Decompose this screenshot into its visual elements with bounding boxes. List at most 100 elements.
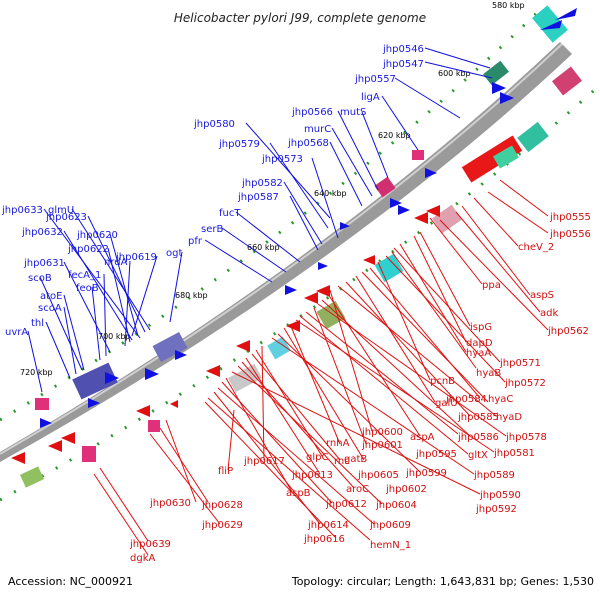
gene-label[interactable]: jhp0613: [291, 470, 333, 481]
gene-label[interactable]: jhp0555: [549, 212, 591, 223]
gene-label[interactable]: uvrA: [5, 327, 28, 338]
gene-label[interactable]: jhp0557: [354, 74, 396, 85]
gene-label[interactable]: thl: [31, 318, 44, 329]
gene-label[interactable]: rnc: [334, 456, 350, 467]
gene-label[interactable]: jhp0586: [457, 432, 499, 443]
gene-label[interactable]: jhp0589: [473, 470, 515, 481]
feature-block: [532, 5, 568, 43]
gene-label[interactable]: jhp0546: [382, 44, 424, 55]
gene-label[interactable]: jhp0566: [291, 107, 333, 118]
gene-label[interactable]: jhp0584: [445, 394, 487, 405]
gene-label[interactable]: hemN_1: [370, 540, 411, 551]
feature-block: [461, 135, 523, 183]
gene-label[interactable]: jhp0604: [375, 500, 417, 511]
gene-label[interactable]: jhp0622: [67, 244, 109, 255]
gene-label[interactable]: jhp0580: [193, 119, 235, 130]
gene-label[interactable]: hyaD: [496, 412, 522, 423]
feature-block: [412, 150, 424, 160]
gene-label[interactable]: aroC: [346, 484, 369, 495]
gene-label[interactable]: hyaA: [466, 348, 491, 359]
gene-label[interactable]: jhp0581: [493, 448, 535, 459]
gene-label[interactable]: mutS: [340, 107, 366, 118]
gene-label[interactable]: jhp0629: [201, 520, 243, 531]
gene-label[interactable]: jhp0582: [241, 178, 283, 189]
gene-label[interactable]: scoB: [28, 273, 52, 284]
gene-label[interactable]: jhp0619: [115, 252, 157, 263]
gene-label[interactable]: scoA: [38, 303, 62, 314]
scale-640: 640 kbp: [314, 189, 347, 198]
gene-label[interactable]: fliP: [218, 466, 233, 477]
gene-label[interactable]: adk: [540, 308, 558, 319]
gene-label[interactable]: jhp0573: [261, 154, 303, 165]
feature-block: [19, 466, 45, 488]
scale-580: 580 kbp: [492, 1, 525, 10]
gene-label[interactable]: serB: [201, 224, 223, 235]
gene-label[interactable]: galU: [435, 398, 458, 409]
gene-label[interactable]: jhp0587: [237, 192, 279, 203]
gene-label[interactable]: jhp0600: [361, 427, 403, 438]
gene-label[interactable]: jhp0639: [129, 539, 171, 550]
gene-label[interactable]: cheV_2: [518, 242, 554, 253]
gene-label[interactable]: aspB: [286, 488, 311, 499]
gene-label[interactable]: jhp0602: [385, 484, 427, 495]
gene-label[interactable]: jhp0595: [415, 449, 457, 460]
gene-label[interactable]: gltX: [468, 450, 488, 461]
map-title: Helicobacter pylori J99, complete genome: [174, 11, 426, 25]
gene-label[interactable]: pfr: [188, 236, 203, 247]
feature-block: [148, 420, 160, 432]
gene-label[interactable]: jhp0572: [504, 378, 546, 389]
gene-label[interactable]: jhp0612: [325, 499, 367, 510]
gene-label[interactable]: jhp0547: [382, 59, 424, 70]
gene-label[interactable]: jhp0601: [361, 440, 403, 451]
gene-label[interactable]: jhp0562: [547, 326, 589, 337]
genome-summary-text: Topology: circular; Length: 1,643,831 bp…: [291, 575, 594, 588]
gene-label[interactable]: atoE: [40, 291, 63, 302]
gene-label[interactable]: jhp0623: [45, 212, 87, 223]
gene-label[interactable]: nrdA: [104, 257, 128, 268]
gene-label[interactable]: jhp0592: [475, 504, 517, 515]
gene-label[interactable]: jhp0633: [1, 205, 43, 216]
gene-label[interactable]: ppa: [482, 280, 501, 291]
gene-label[interactable]: gatB: [344, 454, 367, 465]
gene-label[interactable]: jhp0585: [457, 412, 499, 423]
gene-label[interactable]: jhp0605: [357, 470, 399, 481]
gene-label[interactable]: jhp0614: [307, 520, 349, 531]
gene-label[interactable]: dgkA: [130, 553, 155, 564]
gene-label[interactable]: jhp0590: [479, 490, 521, 501]
gene-label[interactable]: ispG: [470, 322, 492, 333]
gene-label[interactable]: jhp0609: [369, 520, 411, 531]
feature-block: [152, 332, 188, 362]
gene-label[interactable]: fucT: [219, 208, 241, 219]
gene-label[interactable]: jhp0628: [201, 500, 243, 511]
gene-label[interactable]: feoB: [76, 283, 99, 294]
gene-label[interactable]: hyaC: [488, 394, 513, 405]
gene-label[interactable]: ogt: [166, 248, 182, 259]
gene-label[interactable]: hyaB: [476, 368, 501, 379]
gene-label[interactable]: jhp0556: [549, 229, 591, 240]
gene-label[interactable]: jhp0571: [499, 358, 541, 369]
gene-label[interactable]: jhp0631: [23, 258, 65, 269]
gene-label[interactable]: aspS: [530, 290, 554, 301]
gene-label[interactable]: fecA_1: [68, 270, 101, 281]
gene-label[interactable]: jhp0579: [218, 139, 260, 150]
accession-text: Accession: NC_000921: [8, 575, 133, 588]
gene-label[interactable]: jhp0568: [287, 138, 329, 149]
gene-label[interactable]: jhp0616: [303, 534, 345, 545]
gene-label[interactable]: jhp0632: [21, 227, 63, 238]
gene-label[interactable]: jhp0578: [505, 432, 547, 443]
gene-label[interactable]: jhp0630: [149, 498, 191, 509]
gene-label[interactable]: murC: [304, 124, 331, 135]
gene-label[interactable]: jhp0617: [243, 456, 285, 467]
gene-label[interactable]: jhp0599: [405, 468, 447, 479]
gene-label[interactable]: glmU: [48, 205, 74, 216]
gene-label[interactable]: jhp0620: [76, 230, 118, 241]
gene-label[interactable]: pcnB: [430, 376, 455, 387]
feature-block: [267, 336, 291, 360]
gene-label[interactable]: aspA: [410, 432, 435, 443]
gene-label[interactable]: ligA: [361, 92, 380, 103]
gene-label[interactable]: rnhA: [326, 438, 350, 449]
gene-label[interactable]: glpC: [306, 452, 328, 463]
feature-block: [35, 398, 49, 410]
gene-label[interactable]: dapD: [466, 338, 493, 349]
